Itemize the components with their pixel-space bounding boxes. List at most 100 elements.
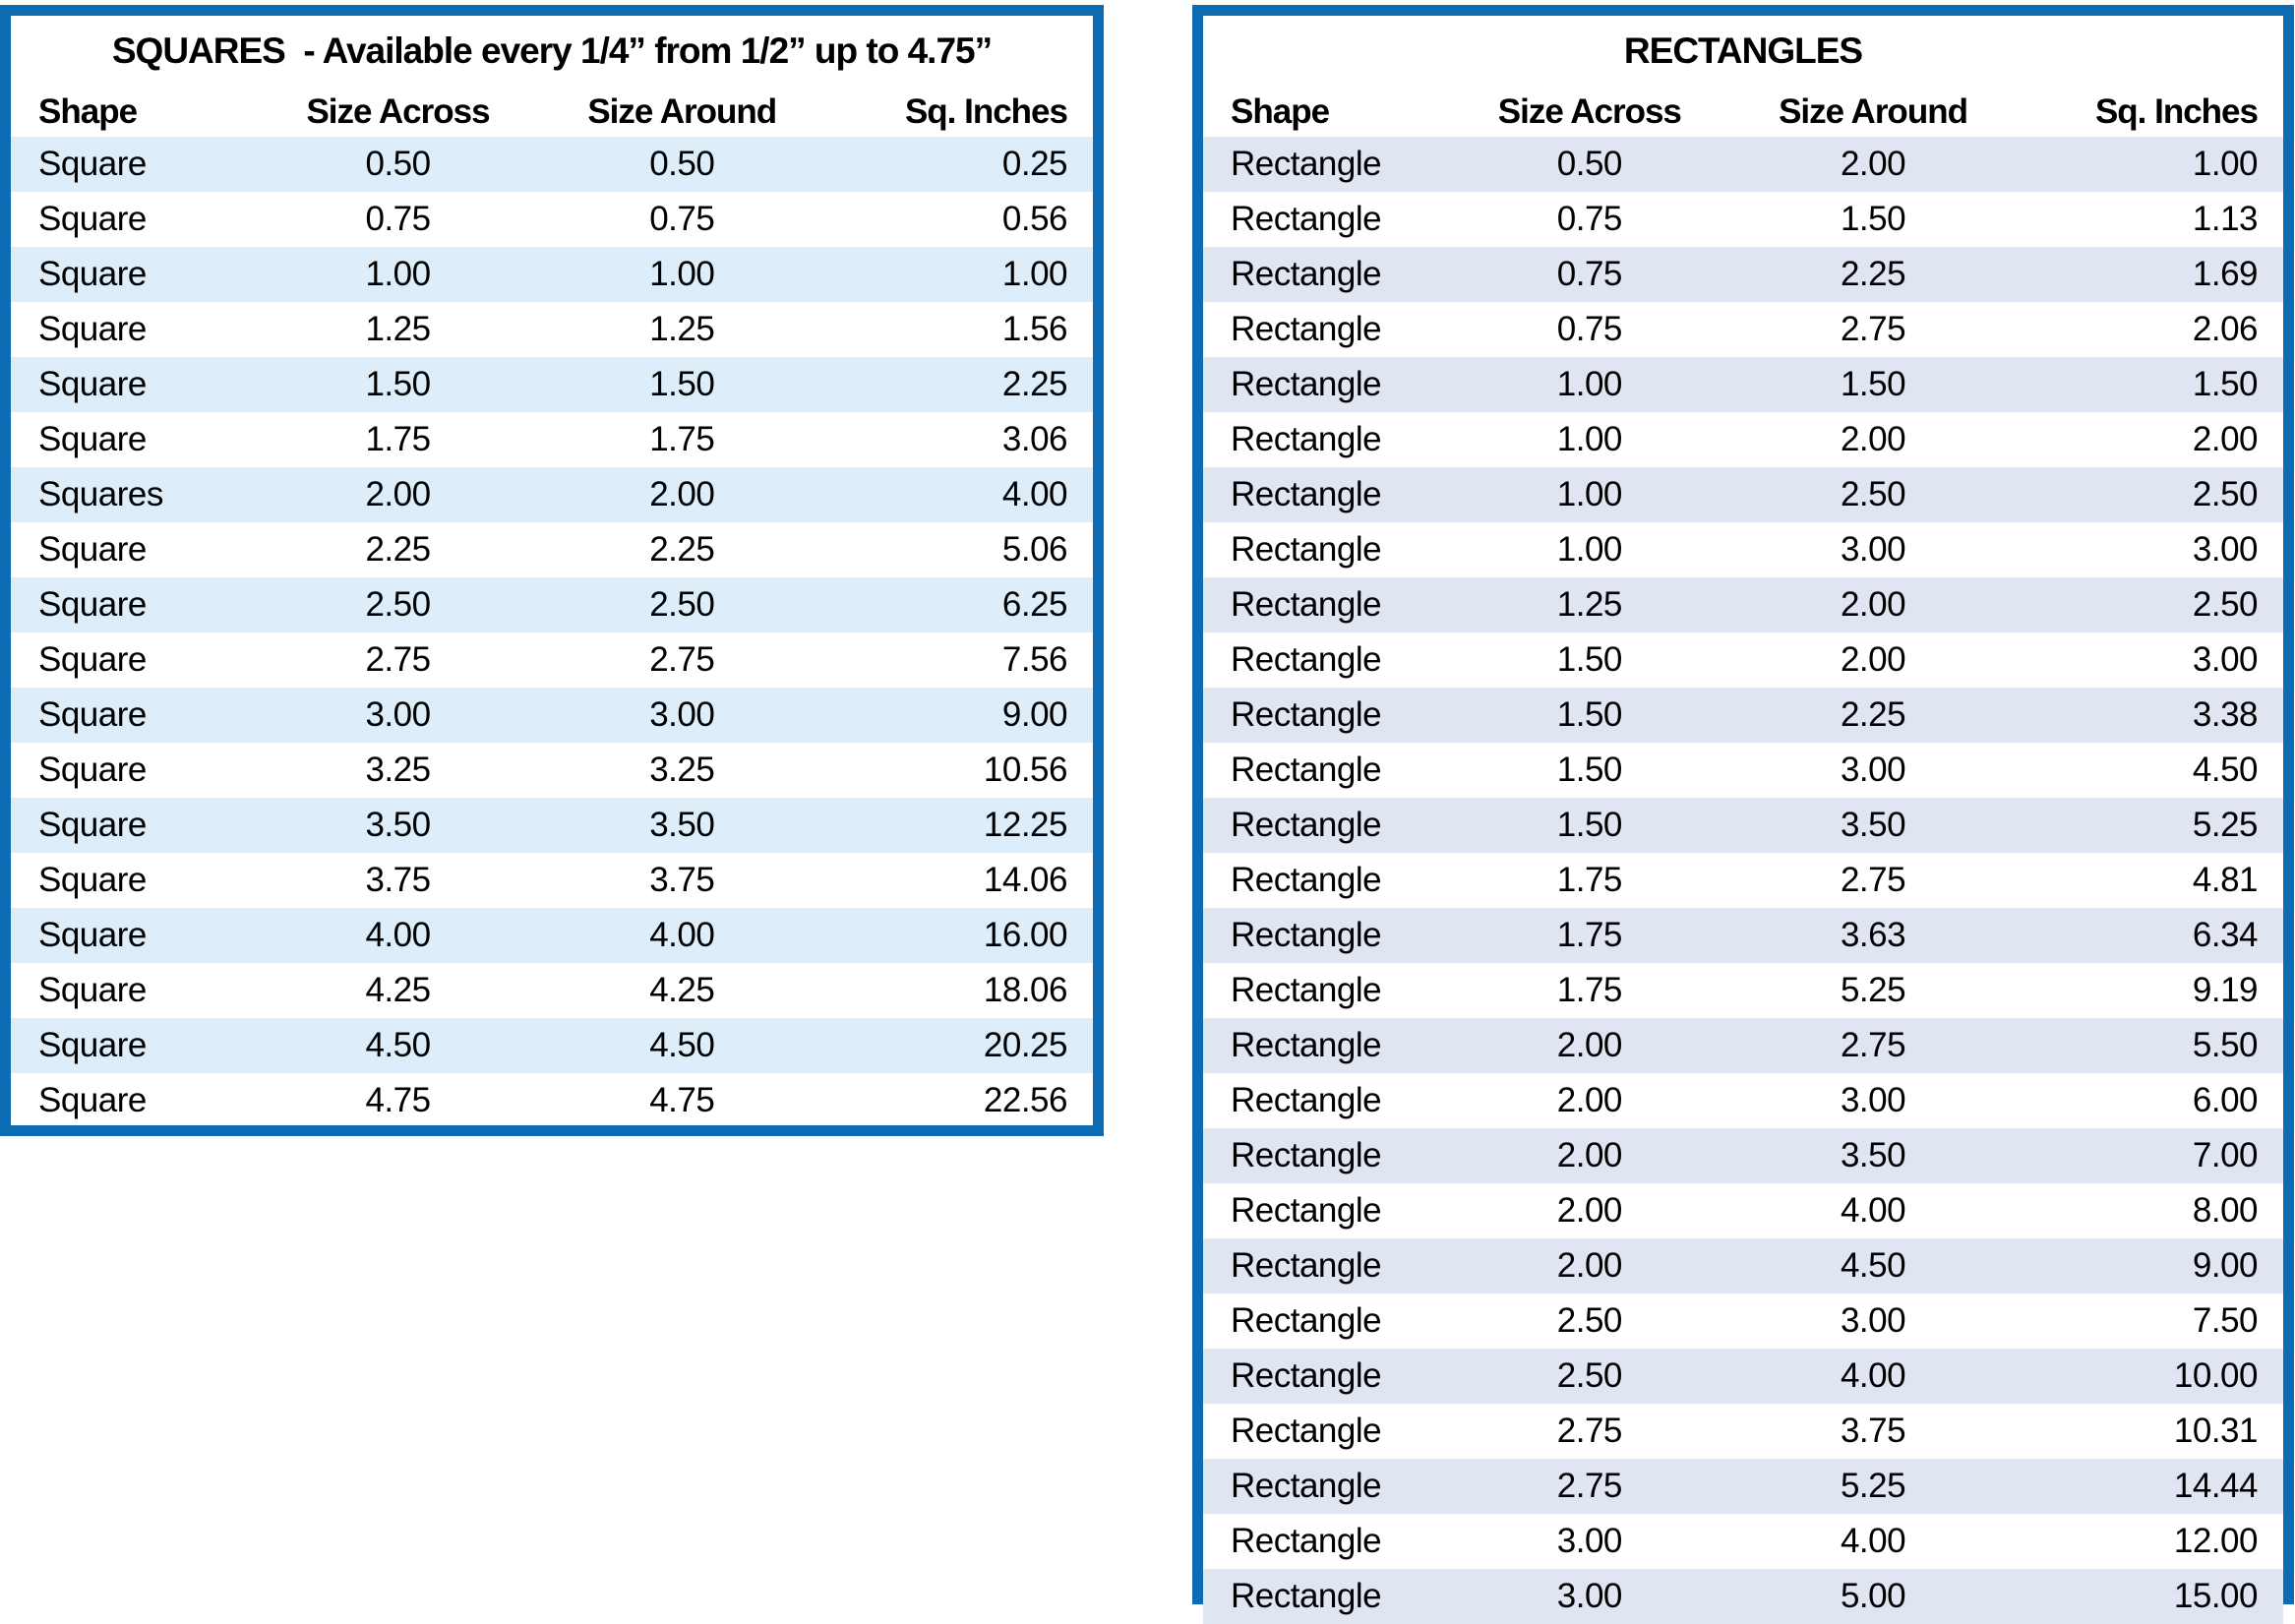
size-around-cell: 5.00 (1840, 1577, 1906, 1615)
sq-inches-cell: 0.25 (1001, 145, 1068, 183)
sq-inches-cell: 2.00 (2192, 420, 2259, 458)
table-row: Square 3.25 3.25 10.56 (11, 743, 1093, 798)
sq-inches-cell: 6.00 (2192, 1081, 2259, 1119)
size-across-cell: 4.25 (365, 971, 431, 1009)
table-row: Rectangle 1.00 2.50 2.50 (1203, 467, 2283, 522)
size-across-cell: 3.00 (365, 695, 431, 734)
column-header-shape: Shape (38, 91, 138, 131)
size-around-cell: 3.75 (649, 861, 715, 899)
table-row: Rectangle 2.75 3.75 10.31 (1203, 1404, 2283, 1459)
sq-inches-cell: 6.25 (1001, 585, 1068, 624)
sq-inches-cell: 14.06 (983, 861, 1068, 899)
column-header-sq-inches: Sq. Inches (904, 91, 1068, 131)
size-across-cell: 1.00 (1556, 365, 1623, 403)
size-around-cell: 3.00 (1840, 751, 1906, 789)
table-row: Rectangle 1.00 3.00 3.00 (1203, 522, 2283, 577)
shape-cell: Rectangle (1231, 1026, 1382, 1064)
shape-cell: Rectangle (1231, 695, 1382, 734)
shape-cell: Square (38, 530, 147, 569)
size-across-cell: 1.25 (365, 310, 431, 348)
table-row: Rectangle 2.00 2.75 5.50 (1203, 1018, 2283, 1073)
rectangles-table-title: RECTANGLES (1623, 30, 1863, 71)
table-row: Rectangle 2.00 3.00 6.00 (1203, 1073, 2283, 1128)
sq-inches-cell: 12.25 (983, 806, 1068, 844)
size-around-cell: 3.50 (1840, 1136, 1906, 1174)
table-row: Rectangle 2.50 4.00 10.00 (1203, 1349, 2283, 1404)
size-around-cell: 1.50 (649, 365, 715, 403)
sq-inches-cell: 15.00 (2173, 1577, 2259, 1615)
sq-inches-cell: 9.00 (1001, 695, 1068, 734)
sq-inches-cell: 1.00 (1001, 255, 1068, 293)
shape-cell: Square (38, 1081, 147, 1119)
sq-inches-cell: 3.06 (1001, 420, 1068, 458)
size-around-cell: 2.25 (1840, 695, 1906, 734)
table-row: Rectangle 2.00 4.50 9.00 (1203, 1238, 2283, 1293)
shape-cell: Rectangle (1231, 1522, 1382, 1560)
size-around-cell: 4.75 (649, 1081, 715, 1119)
table-row: Rectangle 0.75 1.50 1.13 (1203, 192, 2283, 247)
size-across-cell: 0.50 (365, 145, 431, 183)
size-across-cell: 2.50 (1556, 1356, 1623, 1395)
size-across-cell: 1.75 (1556, 861, 1623, 899)
size-around-cell: 4.25 (649, 971, 715, 1009)
table-row: Rectangle 0.50 2.00 1.00 (1203, 137, 2283, 192)
sq-inches-cell: 10.56 (983, 751, 1068, 789)
size-around-cell: 0.50 (649, 145, 715, 183)
size-across-cell: 1.50 (365, 365, 431, 403)
shape-cell: Squares (38, 475, 163, 513)
size-around-cell: 3.50 (1840, 806, 1906, 844)
size-across-cell: 2.00 (1556, 1081, 1623, 1119)
size-across-cell: 0.75 (1556, 310, 1623, 348)
sq-inches-cell: 7.50 (2192, 1301, 2259, 1340)
table-row: Rectangle 1.25 2.00 2.50 (1203, 577, 2283, 632)
size-around-cell: 2.25 (649, 530, 715, 569)
size-across-cell: 3.00 (1556, 1577, 1623, 1615)
size-around-cell: 2.75 (1840, 861, 1906, 899)
table-row: Square 0.50 0.50 0.25 (11, 137, 1093, 192)
squares-table-body: Square 0.50 0.50 0.25 Square 0.75 0.75 0.56 Squa… (11, 137, 1093, 1128)
sq-inches-cell: 12.00 (2173, 1522, 2259, 1560)
shape-cell: Square (38, 365, 147, 403)
size-around-cell: 2.00 (649, 475, 715, 513)
table-row: Rectangle 1.75 3.63 6.34 (1203, 908, 2283, 963)
size-around-cell: 3.25 (649, 751, 715, 789)
shape-cell: Rectangle (1231, 1136, 1382, 1174)
size-across-cell: 1.50 (1556, 640, 1623, 679)
shape-cell: Square (38, 200, 147, 238)
table-row: Rectangle 2.75 5.25 14.44 (1203, 1459, 2283, 1514)
shape-cell: Rectangle (1231, 420, 1382, 458)
size-across-cell: 2.75 (365, 640, 431, 679)
shape-cell: Square (38, 751, 147, 789)
size-across-cell: 1.50 (1556, 695, 1623, 734)
shape-cell: Rectangle (1231, 751, 1382, 789)
sq-inches-cell: 20.25 (983, 1026, 1068, 1064)
size-around-cell: 4.50 (1840, 1246, 1906, 1285)
sq-inches-cell: 18.06 (983, 971, 1068, 1009)
size-around-cell: 3.00 (649, 695, 715, 734)
sq-inches-cell: 1.56 (1001, 310, 1068, 348)
size-across-cell: 4.00 (365, 916, 431, 954)
size-across-cell: 3.50 (365, 806, 431, 844)
size-across-cell: 2.75 (1556, 1412, 1623, 1450)
shape-cell: Rectangle (1231, 310, 1382, 348)
squares-table-title: SQUARES - Available every 1/4” from 1/2”… (111, 30, 993, 71)
table-row: Square 1.25 1.25 1.56 (11, 302, 1093, 357)
shape-cell: Rectangle (1231, 1246, 1382, 1285)
shape-cell: Rectangle (1231, 1191, 1382, 1230)
sq-inches-cell: 22.56 (983, 1081, 1068, 1119)
sq-inches-cell: 3.00 (2192, 530, 2259, 569)
size-across-cell: 4.75 (365, 1081, 431, 1119)
size-across-cell: 2.00 (1556, 1246, 1623, 1285)
squares-size-table: SQUARES - Available every 1/4” from 1/2”… (0, 5, 1104, 1136)
squares-table-header: Shape Size Across Size Around Sq. Inches (11, 87, 1093, 137)
table-row: Rectangle 1.50 2.00 3.00 (1203, 632, 2283, 688)
table-row: Rectangle 3.00 4.00 12.00 (1203, 1514, 2283, 1569)
shape-cell: Square (38, 916, 147, 954)
shape-cell: Rectangle (1231, 585, 1382, 624)
size-around-cell: 2.00 (1840, 640, 1906, 679)
size-across-cell: 2.00 (1556, 1136, 1623, 1174)
size-around-cell: 5.25 (1840, 1467, 1906, 1505)
table-row: Rectangle 1.00 1.50 1.50 (1203, 357, 2283, 412)
table-row: Rectangle 3.00 5.00 15.00 (1203, 1569, 2283, 1624)
squares-table: Shape Size Across Size Around Sq. Inches… (11, 87, 1093, 1128)
